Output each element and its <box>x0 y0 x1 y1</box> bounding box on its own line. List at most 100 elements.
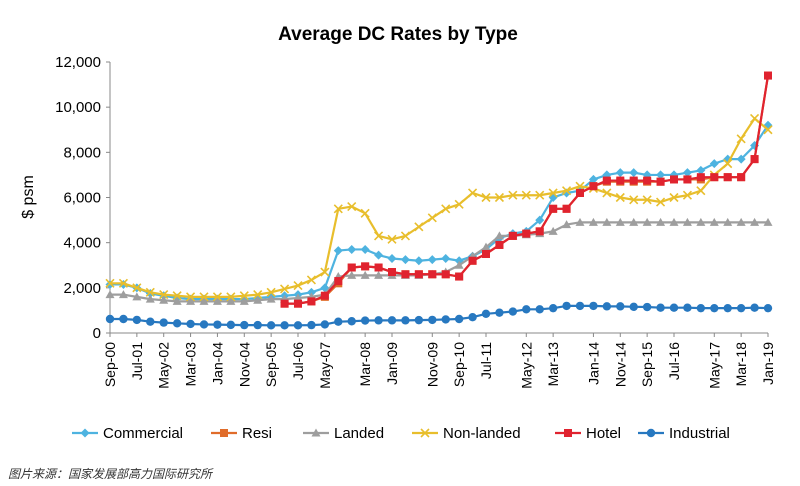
x-tick-label: Mar-13 <box>545 342 561 387</box>
x-tick-label: Sep-05 <box>263 342 279 387</box>
non-landed-point-marker <box>253 290 263 300</box>
commercial-point-marker <box>333 246 343 256</box>
hotel-point-marker <box>441 270 450 279</box>
non-landed-point-marker <box>400 231 410 241</box>
hotel-point-marker <box>401 270 410 279</box>
non-landed-point-marker <box>212 292 222 302</box>
industrial-point-marker <box>428 315 437 325</box>
industrial-point-marker <box>736 303 746 313</box>
y-tick-label: 2,000 <box>63 280 101 297</box>
non-landed-point-marker <box>374 231 384 241</box>
industrial-point-marker <box>696 303 706 313</box>
non-landed-point-marker <box>521 190 531 200</box>
x-tick-label: Nov-04 <box>236 342 252 387</box>
non-landed-point-marker <box>333 204 343 214</box>
landed-point-marker <box>615 217 625 226</box>
industrial-point-marker <box>253 320 262 330</box>
series-resi <box>280 71 772 308</box>
non-landed-point-marker <box>132 283 142 293</box>
hotel-point-marker <box>428 270 437 279</box>
industrial-point-marker <box>495 308 504 317</box>
non-landed-point-marker <box>736 134 746 144</box>
industrial-point-marker <box>575 301 585 311</box>
landed-point-marker <box>226 296 236 305</box>
industrial-point-marker <box>522 305 531 314</box>
commercial-point-marker <box>682 168 692 178</box>
x-tick-label: Jan-14 <box>585 342 601 385</box>
industrial-point-marker <box>629 302 638 312</box>
non-landed-point-marker <box>575 181 585 191</box>
hotel-point-marker <box>535 227 544 236</box>
landed-point-marker <box>118 290 128 299</box>
legend-item-industrial: Industrial <box>638 425 730 442</box>
commercial-point-marker <box>414 256 424 266</box>
industrial-point-marker <box>481 309 491 319</box>
landed-point-marker <box>293 293 303 302</box>
landed-point-marker <box>145 294 155 303</box>
non-landed-point-marker <box>562 186 572 196</box>
x-tick-label: Sep-00 <box>102 342 118 387</box>
industrial-point-marker <box>105 314 115 324</box>
legend-marker <box>646 428 656 438</box>
legend-marker <box>220 429 228 437</box>
x-tick-label: Jul-06 <box>290 342 306 380</box>
industrial-point-marker <box>401 316 410 325</box>
x-tick-label: Jan-09 <box>384 342 400 385</box>
industrial-point-marker <box>172 319 182 328</box>
commercial-point-marker <box>656 170 666 180</box>
landed-point-marker <box>642 217 652 226</box>
industrial-point-marker <box>669 303 679 312</box>
landed-point-marker <box>562 220 572 229</box>
non-landed-point-marker <box>763 125 773 135</box>
legend-label: Hotel <box>586 425 621 442</box>
landed-point-marker <box>736 217 746 226</box>
hotel-point-marker <box>589 182 598 191</box>
landed-point-marker <box>105 290 115 299</box>
industrial-point-marker <box>616 302 625 311</box>
industrial-point-marker <box>602 302 612 311</box>
x-tick-label: Jul-01 <box>129 342 145 380</box>
y-tick-label: 10,000 <box>55 99 101 116</box>
industrial-point-marker <box>186 319 195 329</box>
non-landed-point-marker <box>226 292 236 302</box>
industrial-point-marker <box>334 317 343 326</box>
x-tick-label: Jul-11 <box>478 342 494 379</box>
industrial-point-marker <box>723 303 732 313</box>
commercial-point-marker <box>400 255 410 265</box>
hotel-point-marker <box>522 229 531 238</box>
y-axis-title: $ psm <box>20 175 37 219</box>
series-layer <box>105 71 773 330</box>
commercial-point-marker <box>535 215 545 225</box>
landed-point-marker <box>763 217 773 226</box>
non-landed-point-marker <box>696 186 706 196</box>
non-landed-point-marker <box>414 222 424 232</box>
legend-item-commercial: Commercial <box>72 425 183 442</box>
industrial-point-marker <box>763 303 773 313</box>
hotel-point-marker <box>764 71 772 80</box>
landed-point-marker <box>494 231 504 240</box>
landed-point-marker <box>239 296 249 305</box>
hotel-point-marker <box>683 175 692 184</box>
landed-point-marker <box>669 217 679 226</box>
commercial-point-marker <box>441 253 451 263</box>
hotel-point-marker <box>307 297 316 306</box>
landed-point-marker <box>199 296 209 305</box>
hotel-point-marker <box>643 176 652 185</box>
x-tick-label: May-17 <box>706 342 722 389</box>
legend-label: Industrial <box>669 425 730 442</box>
legend-marker <box>564 429 572 437</box>
landed-point-marker <box>253 295 263 304</box>
hotel-point-marker <box>723 173 732 182</box>
non-landed-point-marker <box>266 287 276 297</box>
commercial-point-marker <box>629 168 639 178</box>
hotel-point-marker <box>280 299 289 308</box>
landed-point-marker <box>750 217 760 226</box>
non-landed-point-marker <box>682 190 692 200</box>
x-tick-label: Nov-14 <box>612 342 628 387</box>
x-tick-label: Sep-15 <box>639 342 655 387</box>
industrial-point-marker <box>307 320 316 330</box>
hotel-point-marker <box>388 268 396 277</box>
industrial-point-marker <box>347 317 356 326</box>
